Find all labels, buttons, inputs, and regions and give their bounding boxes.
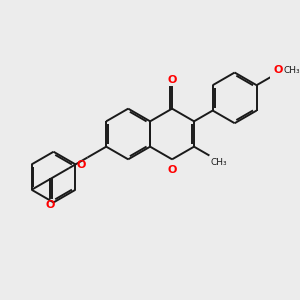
- Text: CH₃: CH₃: [283, 66, 300, 75]
- Text: O: O: [167, 75, 177, 85]
- Text: CH₃: CH₃: [211, 158, 227, 167]
- Text: O: O: [77, 160, 86, 170]
- Text: O: O: [273, 65, 283, 75]
- Text: O: O: [167, 165, 177, 175]
- Text: O: O: [46, 200, 55, 210]
